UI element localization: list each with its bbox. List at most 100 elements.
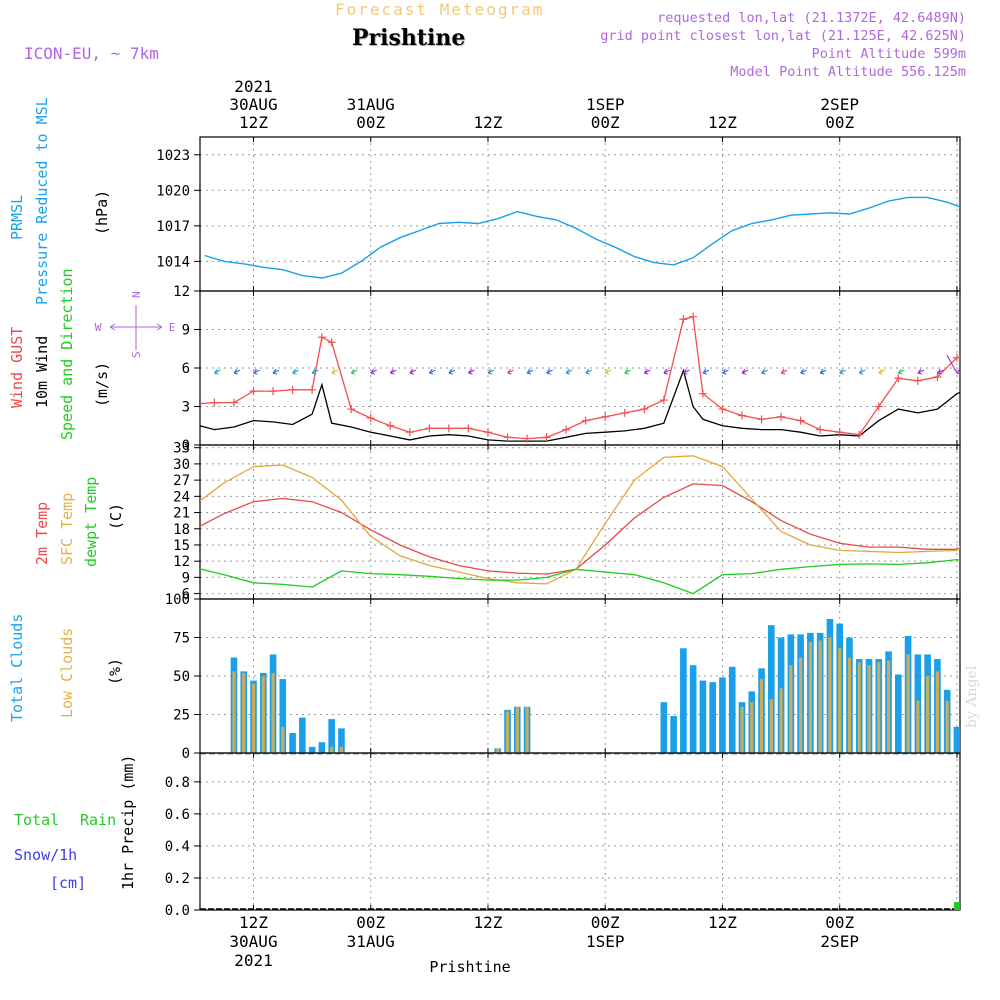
wind-arrow [213, 368, 221, 375]
tsfc-line [200, 455, 960, 585]
y-tick-label: 0.6 [165, 807, 190, 823]
low-cloud-bar [232, 671, 236, 753]
low-cloud-bar [935, 671, 939, 753]
total-cloud-bar [953, 726, 960, 753]
gust-line [200, 315, 960, 440]
t2m-label: 2m Temp [33, 502, 51, 565]
cloud-unit: (%) [106, 658, 124, 685]
wind-arrow [389, 368, 397, 375]
y-tick-label: 0.4 [165, 839, 190, 855]
low-cloud-bar [808, 642, 812, 753]
gust-marker [894, 374, 903, 383]
top-date-label: 30AUG [229, 95, 277, 114]
y-tick-label: 3 [182, 400, 190, 416]
wind-arrow [233, 368, 241, 375]
low-cloud-bar [281, 726, 285, 753]
rain-bar [953, 901, 960, 910]
wind-arrow [741, 368, 749, 375]
wind-arrow [858, 368, 866, 375]
total-cloud-bar [660, 702, 668, 753]
low-cloud-bar [261, 676, 265, 753]
rain-label: Rain [80, 811, 116, 829]
low-clouds-label: Low Clouds [58, 628, 76, 718]
y-tick-label: 0.8 [165, 775, 190, 791]
wind-arrow [487, 368, 495, 375]
gust-marker [562, 425, 571, 434]
gust-marker [542, 433, 551, 442]
low-cloud-bar [926, 676, 930, 753]
low-cloud-bar [789, 665, 793, 753]
total-cloud-bar [895, 674, 902, 753]
low-cloud-bar [242, 672, 246, 753]
low-cloud-bar [330, 746, 334, 753]
pressure-line [204, 196, 960, 279]
gust-marker [620, 408, 629, 417]
low-cloud-bar [916, 700, 920, 753]
y-tick-label: 9 [182, 323, 190, 339]
bottom-hour-label: 00Z [825, 913, 854, 932]
gust-marker [229, 398, 238, 407]
low-cloud-bar [779, 688, 783, 753]
total-cloud-bar [670, 716, 677, 753]
top-hour-label: 12Z [708, 113, 737, 132]
total-cloud-bar [289, 732, 296, 753]
compass-s: S [130, 351, 143, 358]
wind-unit: (m/s) [93, 362, 111, 407]
y-tick-label: 21 [173, 506, 190, 522]
precip-unit: 1hr Precip (mm) [119, 755, 137, 890]
top-hour-label: 12Z [239, 113, 268, 132]
wind-arrow [946, 354, 962, 375]
y-tick-label: 1014 [156, 254, 190, 270]
top-date-label: 2SEP [820, 95, 859, 114]
y-tick-label: 15 [173, 538, 190, 554]
total-cloud-bar [699, 680, 707, 753]
gust-marker [444, 424, 453, 433]
wind-arrow [722, 368, 729, 375]
pressure-label-2: Pressure Reduced to MSL [33, 97, 51, 305]
gust-marker [317, 333, 326, 342]
bottom-hour-label: 00Z [356, 913, 385, 932]
top-hour-label: 00Z [356, 113, 385, 132]
low-cloud-bar [877, 662, 881, 753]
gust-marker [581, 416, 590, 425]
bottom-date-label: 1SEP [586, 932, 625, 951]
total-cloud-bar [768, 625, 775, 753]
y-tick-label: 50 [173, 669, 190, 685]
low-cloud-bar [750, 702, 754, 753]
faint-title: Forecast Meteogram [335, 0, 545, 19]
pressure-label-1: PRMSL [8, 195, 26, 240]
bottom-hour-label: 12Z [239, 913, 268, 932]
wind-arrow [331, 368, 338, 375]
low-cloud-bar [740, 706, 744, 753]
requested-coords: requested lon,lat (21.1372E, 42.6489N) [657, 10, 966, 26]
wind-arrow [565, 368, 573, 375]
model-altitude: Model Point Altitude 556.125m [730, 64, 966, 80]
wind-arrow [253, 368, 260, 375]
model-label: ICON-EU, ~ 7km [24, 44, 159, 63]
gust-marker [601, 412, 610, 421]
gust-marker [718, 405, 727, 414]
bottom-hour-label: 12Z [474, 913, 503, 932]
gust-marker [679, 315, 688, 324]
gust-marker [366, 414, 375, 423]
wind-arrow [800, 368, 807, 375]
y-tick-label: 0.2 [165, 871, 190, 887]
gust-marker [796, 416, 805, 425]
low-cloud-bar [838, 648, 842, 753]
y-tick-label: 1023 [156, 148, 190, 164]
wind-arrow [507, 368, 514, 375]
total-clouds-label: Total Clouds [8, 614, 26, 722]
gust-marker [659, 396, 668, 405]
total-cloud-bar [328, 719, 335, 753]
wind-arrow [428, 368, 436, 375]
low-cloud-bar [759, 679, 764, 753]
wind-arrow [448, 368, 456, 375]
low-cloud-bar [886, 660, 891, 753]
low-cloud-bar [525, 706, 529, 753]
compass-arrows [109, 305, 163, 350]
total-cloud-bar [689, 665, 697, 753]
total-cloud-bar [719, 677, 726, 753]
low-cloud-bar [339, 746, 344, 753]
gust-marker [483, 428, 492, 437]
wind-arrow [761, 368, 768, 375]
